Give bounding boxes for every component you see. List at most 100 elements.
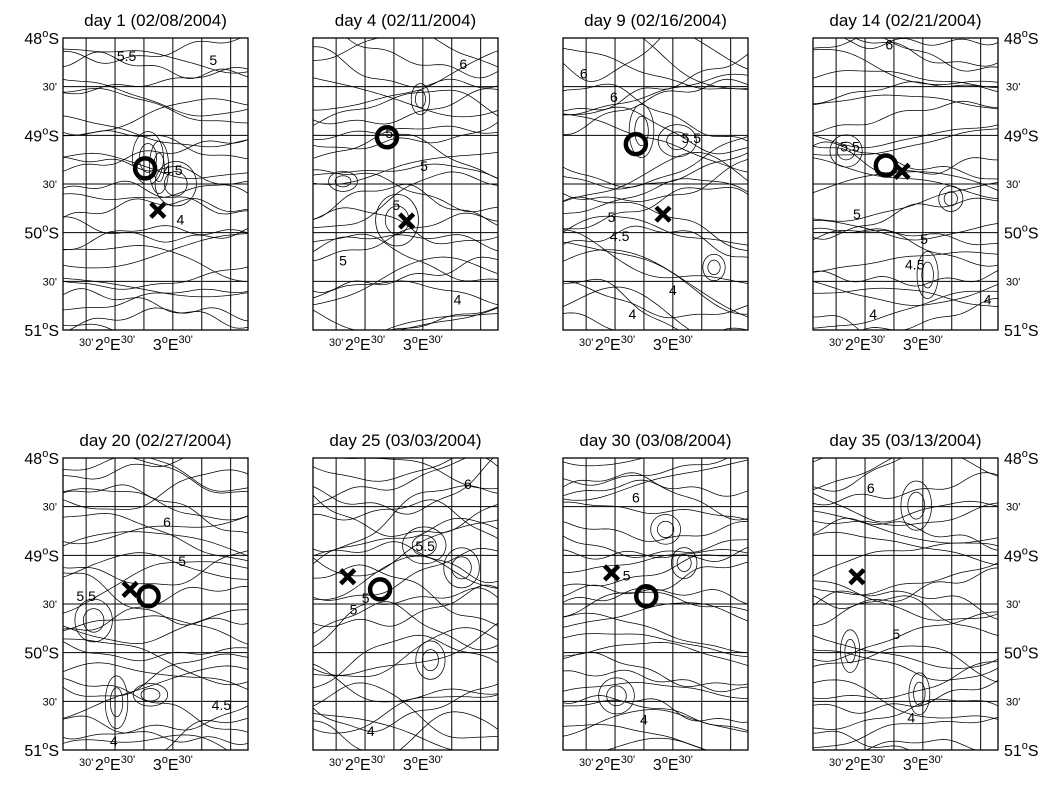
map-frame	[812, 457, 999, 751]
contour-label: 5	[420, 158, 428, 174]
contour-label: 5	[339, 253, 347, 269]
contour-lines	[63, 38, 248, 330]
contour-label: 6	[867, 480, 875, 496]
lon-label: 2oE30'	[345, 334, 385, 354]
map-frame	[312, 37, 499, 331]
contour-lines	[813, 38, 998, 330]
lon-label: 2oE30'	[595, 334, 635, 354]
lat-label: 49oS	[1004, 545, 1039, 565]
contour-lines	[63, 458, 248, 750]
contour-label: 4	[176, 212, 184, 228]
lon-minute-label: 30'	[829, 337, 843, 349]
lat-label: 50oS	[24, 643, 59, 663]
lon-label: 2oE30'	[845, 334, 885, 354]
contour-label: 6	[610, 89, 618, 105]
panel-title: day 30 (03/08/2004)	[579, 431, 731, 450]
lon-label: 3oE30'	[403, 754, 443, 774]
map-frame	[562, 37, 749, 331]
lon-label: 3oE30'	[403, 334, 443, 354]
contour-label: 6	[885, 36, 893, 52]
lat-label: 48oS	[1004, 448, 1039, 468]
contour-lines	[313, 38, 498, 330]
lat-minute-label: 30'	[1006, 696, 1020, 708]
panel-title: day 14 (02/21/2004)	[829, 11, 981, 30]
contour-label: 5	[623, 567, 631, 583]
contour-label: 5	[362, 590, 370, 606]
contour-label: 6	[459, 56, 467, 72]
contour-label: 6	[632, 490, 640, 506]
cross-marker	[121, 580, 139, 598]
cross-marker	[339, 568, 357, 586]
contour-label: 4	[454, 292, 462, 308]
circle-marker	[634, 583, 659, 609]
contour-label: 4	[907, 710, 915, 726]
lat-minute-label: 30'	[43, 696, 57, 708]
circle-marker	[367, 577, 393, 602]
cross-marker	[602, 564, 621, 582]
cross-marker	[654, 205, 672, 223]
lat-label: 50oS	[1004, 643, 1039, 663]
lon-label: 3oE30'	[153, 754, 193, 774]
contour-label: 4	[869, 306, 877, 322]
lat-label: 51oS	[24, 320, 59, 340]
cross-marker	[893, 162, 911, 180]
contour-lines	[563, 458, 748, 750]
lat-minute-label: 30'	[1006, 179, 1020, 191]
lat-label: 50oS	[1004, 223, 1039, 243]
circle-marker	[132, 156, 158, 181]
contour-label: 4	[640, 712, 648, 728]
contour-label: 5	[350, 602, 358, 618]
map-panel-7: day 30 (03/08/2004) 6 5 4 30' 2oE30' 3oE30'	[562, 431, 749, 774]
lat-minute-label: 30'	[43, 276, 57, 288]
lat-label: 49oS	[24, 125, 59, 145]
map-frame	[62, 37, 249, 331]
contour-label: 4	[367, 723, 375, 739]
contour-label: 5	[892, 626, 900, 642]
contour-label: 4.5	[212, 697, 232, 713]
contour-lines	[313, 458, 498, 750]
panel-title: day 20 (02/27/2004)	[79, 431, 231, 450]
lat-minute-label: 30'	[1006, 276, 1020, 288]
circle-marker	[623, 131, 649, 157]
contour-label: 6	[163, 514, 171, 530]
contour-label: 5.5	[76, 588, 96, 604]
lat-label: 48oS	[24, 448, 59, 468]
contour-label: 6	[464, 476, 472, 492]
contour-label: 5.5	[117, 48, 137, 64]
lat-minute-label: 30'	[43, 179, 57, 191]
lon-minute-label: 30'	[579, 757, 593, 769]
lon-label: 2oE30'	[95, 754, 135, 774]
map-panel-8: day 35 (03/13/2004) 6 5 4 48oS 49oS 50oS 51oS 30…	[812, 431, 1039, 774]
map-panel-2: day 4 (02/11/2004) 6 5 5 5 5 4 30' 2oE30' 3oE30'	[312, 11, 499, 354]
contour-label: 4.5	[610, 228, 630, 244]
lon-minute-label: 30'	[829, 757, 843, 769]
contour-label: 4.5	[163, 162, 183, 178]
lon-label: 3oE30'	[153, 334, 193, 354]
contour-label: 5	[853, 206, 861, 222]
lat-label: 51oS	[1004, 320, 1039, 340]
lat-label: 49oS	[24, 545, 59, 565]
panel-title: day 9 (02/16/2004)	[584, 11, 727, 30]
contour-label: 5	[385, 125, 393, 141]
lon-minute-label: 30'	[329, 337, 343, 349]
lat-minute-label: 30'	[1006, 82, 1020, 94]
contour-label: 4	[110, 733, 118, 749]
contour-lines	[563, 38, 748, 330]
contour-label: 5.5	[840, 139, 860, 155]
contour-label: 5	[209, 52, 217, 68]
lon-label: 3oE30'	[903, 754, 943, 774]
panel-title: day 1 (02/08/2004)	[84, 11, 227, 30]
contour-lines	[813, 458, 998, 750]
lat-label: 49oS	[1004, 125, 1039, 145]
circle-marker	[136, 583, 161, 609]
lon-label: 2oE30'	[845, 754, 885, 774]
lon-label: 3oE30'	[903, 334, 943, 354]
lat-minute-label: 30'	[43, 502, 57, 514]
lon-minute-label: 30'	[579, 337, 593, 349]
map-panel-5: day 20 (02/27/2004) 6 5 5.5 4.5 4 48oS 49oS 50oS…	[24, 431, 249, 774]
contour-label: 4	[628, 306, 636, 322]
panel-title: day 35 (03/13/2004)	[829, 431, 981, 450]
lat-minute-label: 30'	[1006, 502, 1020, 514]
map-panel-3: day 9 (02/16/2004) 6 6 5.5 5 4.5 4 4 30' 2oE30' 3o…	[562, 11, 749, 354]
